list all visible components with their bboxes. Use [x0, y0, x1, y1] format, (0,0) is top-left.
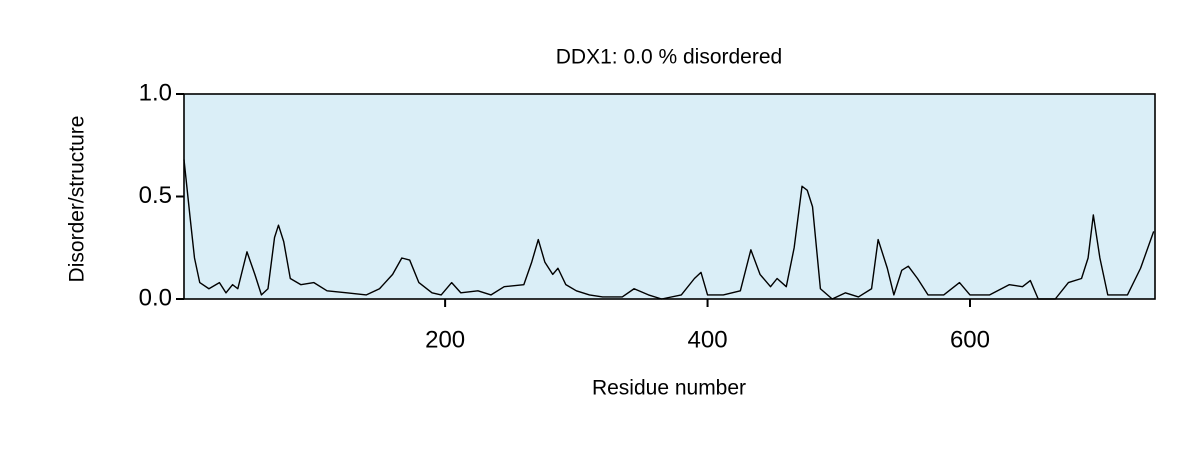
x-tick-label: 600	[950, 326, 990, 353]
chart-title: DDX1: 0.0 % disordered	[556, 46, 782, 69]
y-tick-label: 0.5	[139, 182, 172, 209]
x-tick-label: 200	[425, 326, 465, 353]
y-axis-label: Disorder/structure	[66, 116, 89, 283]
plot-frame	[183, 93, 1156, 300]
x-tick-label: 400	[688, 326, 728, 353]
y-tick-label: 0.0	[139, 284, 172, 311]
disorder-line	[183, 159, 1155, 300]
y-tick-label: 1.0	[139, 79, 172, 106]
plot-background	[184, 94, 1155, 299]
x-axis-label: Residue number	[592, 377, 746, 400]
